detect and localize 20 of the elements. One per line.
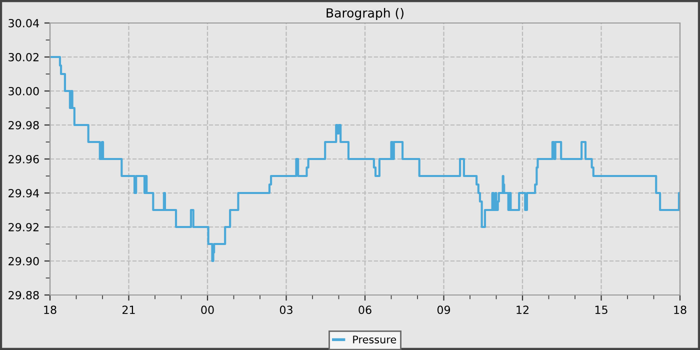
chart-title: Barograph () [326,8,404,20]
x-tick-label: 21 [122,306,135,314]
x-tick-label: 09 [437,306,450,314]
x-tick-label: 06 [358,306,372,314]
x-tick-label: 03 [280,306,292,314]
x-tick-label: 12 [516,306,528,314]
y-tick-label: 29.88 [8,290,39,300]
y-tick-label: 29.90 [8,256,39,266]
y-tick-label: 29.92 [8,222,38,232]
y-tick-label: 29.98 [8,120,39,130]
y-tick-label: 30.00 [8,86,39,96]
legend-label: Pressure [353,336,396,344]
x-tick-label: 15 [595,306,608,314]
y-tick-label: 29.94 [8,188,39,198]
y-tick-label: 29.96 [8,154,39,164]
y-tick-label: 30.04 [8,18,39,28]
x-tick-label: 18 [674,306,686,314]
x-tick-label: 18 [44,306,56,314]
x-tick-label: 00 [201,306,214,314]
y-tick-label: 30.02 [8,52,38,62]
